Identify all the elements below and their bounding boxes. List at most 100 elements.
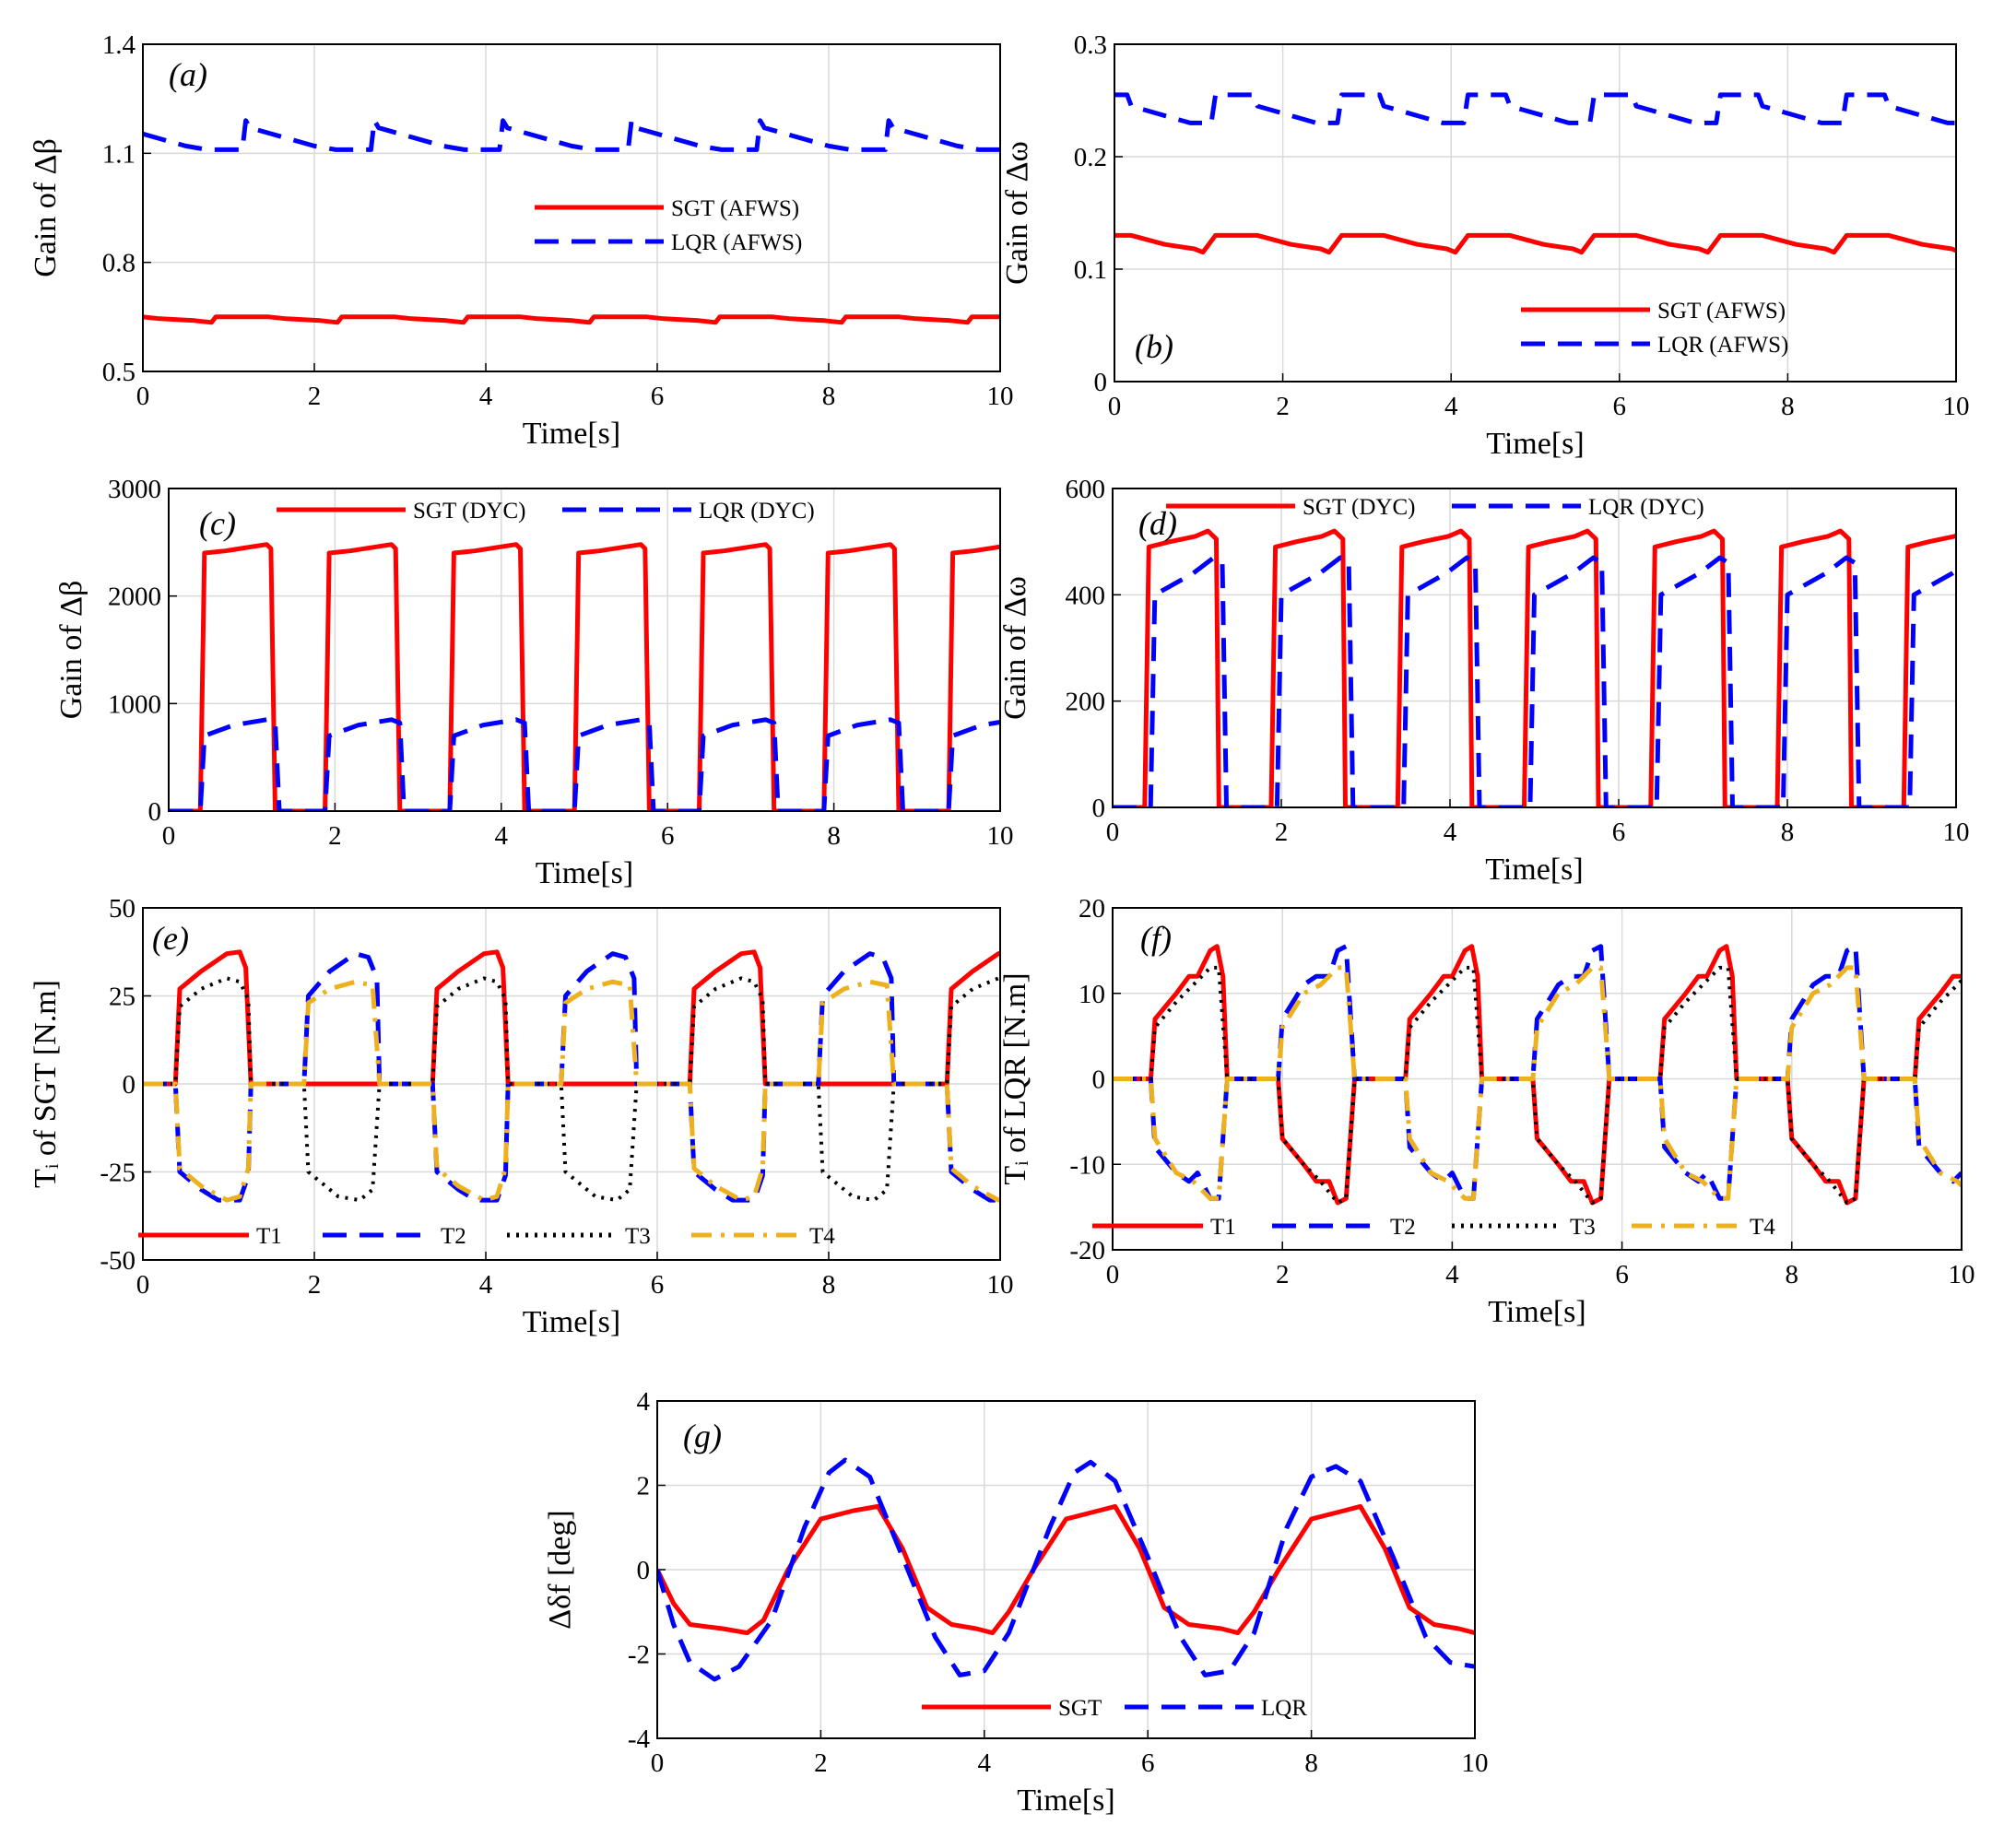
y-tick-label: 0 <box>1092 794 1106 823</box>
x-tick-label: 6 <box>1615 1260 1629 1289</box>
y-tick-label: -20 <box>1069 1236 1105 1265</box>
series-line-sgt-afws- <box>1114 232 1956 255</box>
plot-frame <box>1112 488 1957 808</box>
y-tick-label: 0.3 <box>1074 30 1107 60</box>
series-line-lqr <box>657 1457 1475 1682</box>
series-line-lqr-afws- <box>143 118 1000 152</box>
y-tick-label: 0 <box>1094 368 1108 397</box>
series-line-t3 <box>143 976 1000 1203</box>
y-tick-label: 1000 <box>108 689 161 719</box>
plot-frame <box>1112 907 1963 1251</box>
x-tick-label: 0 <box>651 1748 665 1778</box>
y-tick-label: -10 <box>1069 1150 1105 1180</box>
x-tick-label: 2 <box>1276 1260 1290 1289</box>
x-tick-label: 4 <box>1444 818 1457 847</box>
x-tick-label: 2 <box>308 1270 322 1300</box>
chart-panel-b: 0 2 4 6 8 10 0 0.1 0.2 0.3 (b) Time[s] Gain of Δω SGT… <box>1000 30 1970 461</box>
y-tick-label: -25 <box>100 1159 136 1188</box>
x-tick-label: 8 <box>1781 392 1795 421</box>
plot-frame <box>168 488 1001 812</box>
y-tick-label: 4 <box>637 1387 651 1417</box>
x-tick-label: 2 <box>1276 392 1290 421</box>
x-tick-label: 8 <box>822 1270 836 1300</box>
y-tick-label: 1.1 <box>102 139 136 169</box>
x-tick-label: 4 <box>1444 392 1458 421</box>
x-tick-label: 6 <box>1613 392 1627 421</box>
x-tick-label: 10 <box>987 1270 1014 1300</box>
y-axis-label: Gain of Δω <box>1000 141 1034 285</box>
y-tick-label: -2 <box>628 1641 650 1670</box>
x-tick-label: 2 <box>814 1748 828 1778</box>
y-tick-label: 10 <box>1079 980 1105 1009</box>
y-tick-label: 0 <box>123 1070 136 1100</box>
plot-frame <box>142 907 1001 1261</box>
y-axis-label: Gain of Δβ <box>29 138 63 277</box>
y-tick-label: 0 <box>637 1556 651 1585</box>
y-tick-label: 0 <box>1092 1065 1106 1095</box>
y-tick-label: 50 <box>109 894 136 924</box>
legend-label: LQR (AFWS) <box>1657 333 1788 358</box>
x-tick-label: 10 <box>987 821 1014 851</box>
x-tick-label: 4 <box>479 382 493 411</box>
panel-label: (d) <box>1138 505 1177 542</box>
x-axis-label: Time[s] <box>1488 1295 1586 1329</box>
y-tick-label: -50 <box>100 1246 136 1276</box>
y-axis-label: Tᵢ of SGT [N.m] <box>29 980 63 1188</box>
y-tick-label: 0.8 <box>102 249 136 278</box>
chart-panel-e: 0 2 4 6 8 10 -50 -25 0 25 50 (e) Time[s] Tᵢ of SGT [N… <box>29 894 1014 1339</box>
y-axis-label: Tᵢ of LQR [N.m] <box>998 972 1032 1184</box>
x-tick-label: 6 <box>661 821 675 851</box>
legend-label: SGT (DYC) <box>1303 495 1415 520</box>
legend-label: LQR (AFWS) <box>671 230 802 255</box>
panel-label: (a) <box>169 56 207 93</box>
series-line-t1 <box>143 949 1000 1087</box>
legend-label: T2 <box>1390 1215 1416 1240</box>
y-tick-label: 0.1 <box>1074 255 1107 285</box>
x-axis-label: Time[s] <box>1017 1783 1114 1818</box>
series-line-lqr-afws- <box>1114 92 1956 125</box>
x-tick-label: 4 <box>978 1748 992 1778</box>
y-tick-label: 20 <box>1079 894 1105 924</box>
legend-label: LQR (DYC) <box>699 499 815 524</box>
legend-label: LQR <box>1261 1696 1307 1721</box>
panel-label: (c) <box>199 505 236 542</box>
legend-label: T1 <box>1210 1215 1236 1240</box>
x-tick-label: 0 <box>1106 818 1120 847</box>
y-tick-label: 0.2 <box>1074 143 1107 172</box>
legend-label: SGT (DYC) <box>413 499 525 524</box>
series-line-sgt-dyc- <box>1113 528 1956 807</box>
series-line-lqr-dyc- <box>169 717 1000 811</box>
panel-label: (f) <box>1140 920 1172 957</box>
x-tick-label: 10 <box>1949 1260 1975 1289</box>
x-tick-label: 4 <box>479 1270 493 1300</box>
x-axis-label: Time[s] <box>1485 853 1583 887</box>
chart-panel-g: 0 2 4 6 8 10 -4 -2 0 2 4 (g) Time[s] Δδf [deg] SGT LQR <box>543 1387 1489 1818</box>
y-tick-label: 0 <box>148 797 162 827</box>
legend-label: T1 <box>256 1224 282 1249</box>
series-line-t4 <box>1113 965 1962 1201</box>
x-tick-label: 10 <box>1943 392 1970 421</box>
series-line-sgt <box>657 1503 1475 1636</box>
legend-label: SGT <box>1058 1696 1102 1721</box>
x-tick-label: 4 <box>495 821 509 851</box>
x-tick-label: 6 <box>1612 818 1626 847</box>
legend-label: SGT (AFWS) <box>1657 299 1786 324</box>
x-tick-label: 2 <box>308 382 322 411</box>
x-tick-label: 0 <box>162 821 176 851</box>
x-tick-label: 0 <box>136 1270 150 1300</box>
panel-label: (g) <box>683 1418 722 1454</box>
x-tick-label: 10 <box>1462 1748 1489 1778</box>
x-tick-label: 0 <box>136 382 150 411</box>
y-axis-label: Gain of Δω <box>998 576 1032 720</box>
legend-label: T4 <box>1750 1215 1775 1240</box>
plot-frame <box>656 1400 1476 1739</box>
y-tick-label: 600 <box>1066 475 1106 504</box>
y-tick-label: 2000 <box>108 583 161 612</box>
x-tick-label: 0 <box>1108 392 1122 421</box>
legend-label: SGT (AFWS) <box>671 196 799 221</box>
x-axis-label: Time[s] <box>523 1305 620 1339</box>
x-tick-label: 6 <box>651 1270 665 1300</box>
x-tick-label: 2 <box>328 821 342 851</box>
x-tick-label: 8 <box>822 382 836 411</box>
